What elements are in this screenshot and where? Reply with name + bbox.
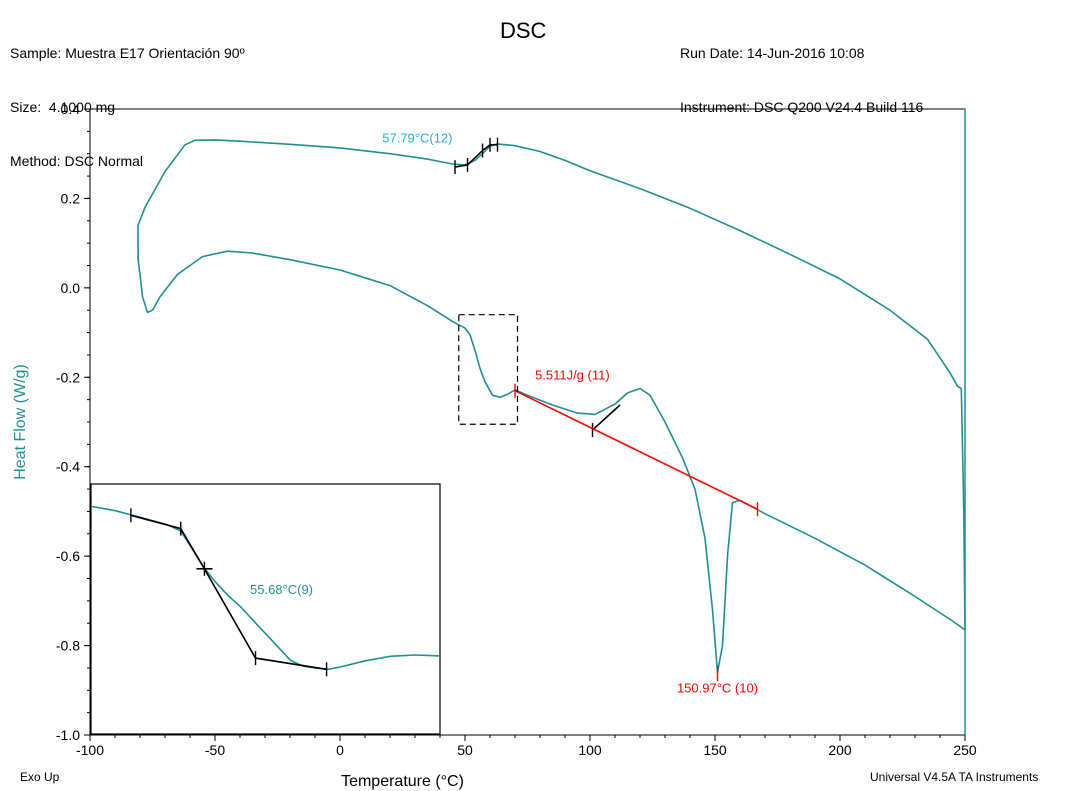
x-tick-label: -50	[205, 742, 225, 758]
sample-label: Sample: Muestra E17 Orientación 90º	[10, 45, 245, 61]
y-tick-label: -0.4	[56, 459, 80, 475]
method-label: Method: DSC Normal	[10, 153, 144, 169]
y-tick-label: -1.0	[56, 727, 80, 743]
y-tick-label: -0.8	[56, 638, 80, 654]
annotation-label: 150.97°C (10)	[677, 681, 758, 696]
inset-annotation-label: 55.68°C(9)	[250, 582, 313, 597]
heat-flow-curve-2	[137, 250, 966, 674]
inset-frame	[90, 483, 441, 735]
chart-title: DSC	[500, 18, 547, 43]
x-tick-label: 0	[336, 742, 344, 758]
y-tick-label: -0.6	[56, 548, 80, 564]
x-tick-label: 250	[953, 742, 977, 758]
integration-baseline	[514, 389, 758, 510]
y-axis-label: Heat Flow (W/g)	[12, 364, 29, 480]
annotation-label: 57.79°C(12)	[382, 131, 452, 146]
glass-transition-tangent	[454, 144, 498, 168]
software-label: Universal V4.5A TA Instruments	[870, 770, 1039, 784]
x-tick-label: 50	[457, 742, 473, 758]
x-tick-label: 150	[703, 742, 727, 758]
x-axis-label: Temperature (°C)	[341, 773, 464, 790]
annotation-label: 5.511J/g (11)	[535, 368, 610, 383]
exo-up-label: Exo Up	[20, 770, 60, 784]
instrument-label: Instrument: DSC Q200 V24.4 Build 116	[680, 99, 924, 115]
y-tick-label: -0.2	[56, 369, 80, 385]
size-label: Size: 4.1000 mg	[10, 99, 116, 115]
y-tick-label: 0.4	[61, 101, 81, 117]
y-tick-label: 0.0	[61, 280, 81, 296]
inset-curve	[90, 505, 441, 671]
x-tick-label: 100	[578, 742, 602, 758]
y-tick-label: 0.2	[61, 190, 81, 206]
x-tick-label: 200	[828, 742, 852, 758]
zoom-box	[458, 314, 519, 425]
x-tick-label: -100	[76, 742, 104, 758]
run-date-label: Run Date: 14-Jun-2016 10:08	[680, 45, 865, 61]
glass-transition-tangent	[591, 404, 621, 431]
